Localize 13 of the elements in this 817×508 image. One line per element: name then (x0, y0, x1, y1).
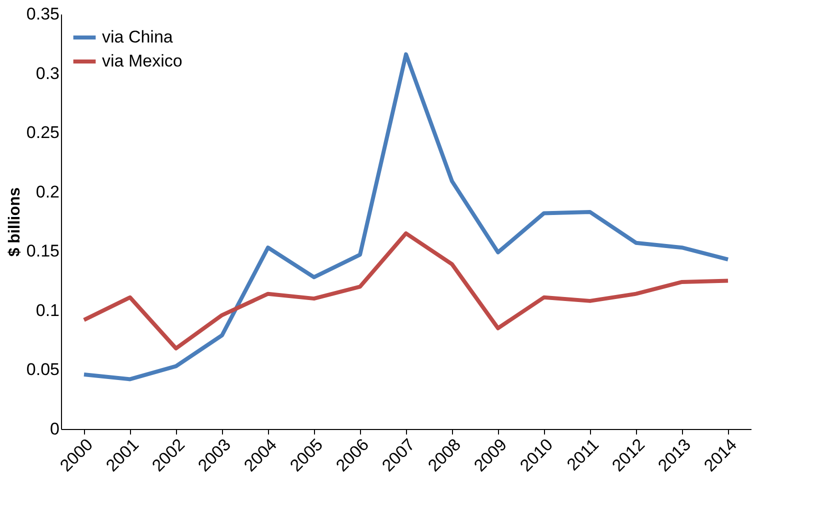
y-tick-label: 0.2 (36, 182, 60, 202)
line-series (82, 52, 730, 382)
y-tick-label: 0.3 (36, 64, 60, 83)
legend-label: via Mexico (102, 52, 182, 70)
y-tick-label: 0.1 (36, 300, 60, 320)
y-tick-label: 0.25 (26, 123, 60, 142)
y-tick-label: 0.15 (26, 242, 60, 261)
line-series (82, 231, 730, 350)
y-tick-label: 0 (50, 420, 60, 438)
legend-label: via China (102, 28, 174, 46)
y-tick-label: 0.35 (26, 4, 60, 24)
y-tick-label: 0.05 (26, 360, 60, 380)
y-axis-title: $ billions (6, 187, 24, 257)
